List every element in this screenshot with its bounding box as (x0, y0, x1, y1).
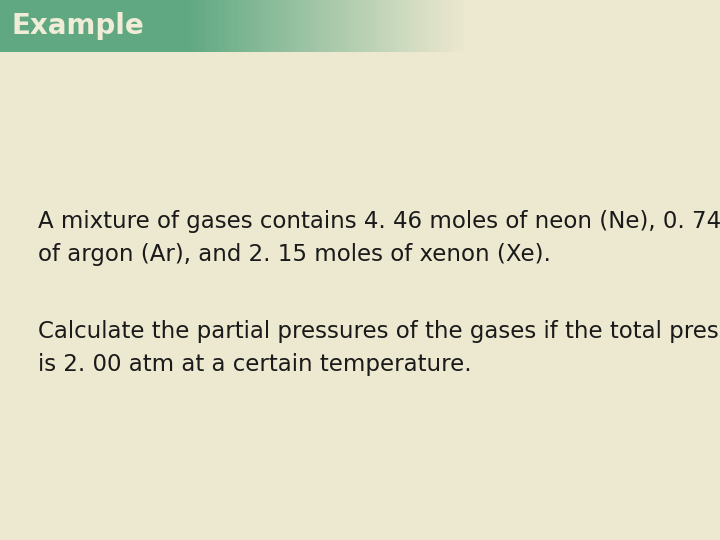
Bar (387, 0, 391, 52)
Bar (196, 0, 199, 52)
Bar (337, 0, 341, 52)
Bar (224, 0, 228, 52)
Bar (326, 0, 330, 52)
Text: Example: Example (12, 12, 145, 40)
Bar (274, 0, 277, 52)
Bar (366, 0, 369, 52)
Bar (220, 0, 225, 52)
Bar (291, 0, 295, 52)
Bar (298, 0, 302, 52)
Bar (263, 0, 267, 52)
Bar (454, 0, 458, 52)
Bar (464, 0, 469, 52)
Bar (256, 0, 260, 52)
Bar (359, 0, 362, 52)
Bar (351, 0, 355, 52)
Bar (362, 0, 366, 52)
Bar (270, 0, 274, 52)
Bar (457, 0, 462, 52)
Bar (242, 0, 246, 52)
Bar (235, 0, 238, 52)
Bar (238, 0, 242, 52)
Bar (0, 0, 185, 52)
Bar (309, 0, 313, 52)
Bar (248, 0, 253, 52)
Bar (185, 0, 189, 52)
Bar (436, 0, 440, 52)
Bar (401, 0, 405, 52)
Bar (355, 0, 359, 52)
Bar (287, 0, 292, 52)
Bar (217, 0, 221, 52)
Bar (203, 0, 207, 52)
Bar (302, 0, 306, 52)
Bar (344, 0, 348, 52)
Bar (312, 0, 316, 52)
Bar (433, 0, 436, 52)
Text: A mixture of gases contains 4. 46 moles of neon (Ne), 0. 74 mole
of argon (Ar), : A mixture of gases contains 4. 46 moles … (38, 210, 720, 266)
Bar (397, 0, 401, 52)
Bar (206, 0, 210, 52)
Bar (450, 0, 454, 52)
Bar (323, 0, 327, 52)
Bar (189, 0, 192, 52)
Bar (305, 0, 310, 52)
Bar (266, 0, 271, 52)
Bar (320, 0, 323, 52)
Bar (372, 0, 377, 52)
Bar (426, 0, 430, 52)
Bar (390, 0, 395, 52)
Bar (379, 0, 384, 52)
Bar (228, 0, 232, 52)
Bar (422, 0, 426, 52)
Bar (429, 0, 433, 52)
Bar (405, 0, 408, 52)
Bar (376, 0, 380, 52)
Bar (369, 0, 373, 52)
Bar (341, 0, 345, 52)
Bar (252, 0, 256, 52)
Bar (348, 0, 352, 52)
Bar (415, 0, 419, 52)
Bar (213, 0, 217, 52)
Bar (461, 0, 465, 52)
Bar (316, 0, 320, 52)
Bar (199, 0, 203, 52)
Bar (210, 0, 214, 52)
Bar (192, 0, 196, 52)
Bar (418, 0, 423, 52)
Bar (277, 0, 281, 52)
Bar (245, 0, 249, 52)
Bar (284, 0, 288, 52)
Bar (447, 0, 451, 52)
Bar (444, 0, 447, 52)
Bar (294, 0, 299, 52)
Text: Calculate the partial pressures of the gases if the total pressure
is 2. 00 atm : Calculate the partial pressures of the g… (38, 320, 720, 376)
Bar (333, 0, 338, 52)
Bar (281, 0, 284, 52)
Bar (330, 0, 334, 52)
Bar (383, 0, 387, 52)
Bar (411, 0, 415, 52)
Bar (231, 0, 235, 52)
Bar (259, 0, 264, 52)
Bar (394, 0, 397, 52)
Bar (440, 0, 444, 52)
Bar (408, 0, 412, 52)
